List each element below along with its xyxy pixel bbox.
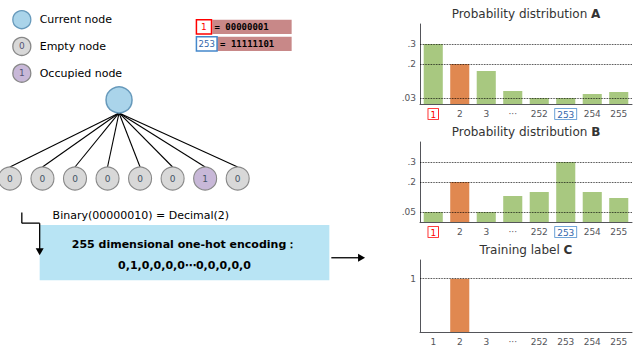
svg-text:.2: .2 — [407, 59, 416, 69]
svg-text:253: 253 — [557, 228, 574, 238]
svg-text:253: 253 — [557, 110, 574, 120]
svg-text:1: 1 — [201, 22, 207, 32]
svg-text:1: 1 — [430, 110, 436, 120]
svg-text:···: ··· — [508, 337, 517, 347]
svg-text:A: A — [591, 7, 601, 21]
svg-text:0: 0 — [19, 41, 25, 51]
svg-text:1: 1 — [410, 274, 416, 284]
svg-text:253: 253 — [557, 337, 574, 347]
svg-text:252: 252 — [531, 337, 548, 347]
svg-text:.05: .05 — [402, 207, 416, 217]
svg-text:2: 2 — [457, 227, 463, 237]
svg-text:0: 0 — [72, 174, 78, 184]
svg-text:.3: .3 — [407, 157, 416, 167]
svg-text:Probability distribution: Probability distribution — [452, 125, 591, 139]
svg-text:C: C — [564, 243, 573, 257]
svg-text:B: B — [591, 125, 600, 139]
svg-text:0: 0 — [105, 174, 111, 184]
svg-text:Probability distribution: Probability distribution — [452, 7, 591, 21]
svg-text:1: 1 — [430, 337, 436, 347]
svg-text:0: 0 — [170, 174, 176, 184]
svg-text:254: 254 — [584, 109, 601, 119]
svg-text:3: 3 — [483, 227, 489, 237]
svg-text:.03: .03 — [402, 93, 416, 103]
svg-text:255: 255 — [610, 337, 627, 347]
svg-text:.3: .3 — [407, 39, 416, 49]
svg-text:.2: .2 — [407, 177, 416, 187]
svg-text:0: 0 — [7, 174, 13, 184]
svg-text:= 00000001: = 00000001 — [214, 22, 268, 32]
svg-text:3: 3 — [483, 109, 489, 119]
svg-text:Training label: Training label — [479, 243, 564, 257]
svg-text:···: ··· — [508, 227, 517, 237]
svg-text:252: 252 — [531, 227, 548, 237]
svg-text:1: 1 — [202, 174, 208, 184]
svg-text:255: 255 — [610, 227, 627, 237]
svg-text:Current node: Current node — [40, 13, 112, 26]
svg-text:···: ··· — [508, 109, 517, 119]
svg-text:0: 0 — [235, 174, 241, 184]
svg-text:254: 254 — [584, 227, 601, 237]
svg-text:Empty node: Empty node — [40, 40, 107, 53]
svg-text:255: 255 — [610, 109, 627, 119]
svg-text:1: 1 — [19, 68, 25, 78]
svg-text:2: 2 — [457, 109, 463, 119]
svg-text:252: 252 — [531, 109, 548, 119]
svg-text:3: 3 — [483, 337, 489, 347]
svg-text:254: 254 — [584, 337, 601, 347]
svg-text:0,1,0,0,0,0⋯0,0,0,0,0: 0,1,0,0,0,0⋯0,0,0,0,0 — [118, 259, 251, 272]
svg-text:0: 0 — [40, 174, 46, 184]
svg-text:Occupied node: Occupied node — [40, 67, 123, 80]
svg-text:0: 0 — [137, 174, 143, 184]
svg-text:Binary(00000010) = Decimal(2): Binary(00000010) = Decimal(2) — [53, 209, 230, 222]
svg-text:= 11111101: = 11111101 — [220, 39, 274, 49]
svg-text:1: 1 — [430, 228, 436, 238]
svg-text:255 dimensional one-hot encodi: 255 dimensional one-hot encoding： — [72, 238, 298, 251]
svg-text:253: 253 — [199, 39, 215, 49]
svg-text:2: 2 — [457, 337, 463, 347]
